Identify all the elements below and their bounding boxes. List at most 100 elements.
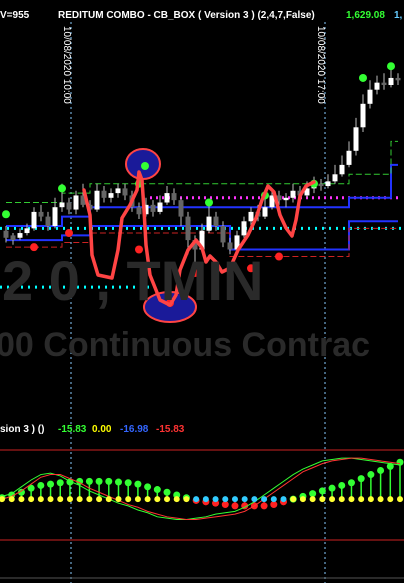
- candle-body: [101, 190, 107, 198]
- zero-line-dot: [329, 496, 336, 503]
- zero-line-dot: [47, 496, 54, 503]
- candle-body: [325, 181, 331, 187]
- candle-body: [353, 127, 359, 151]
- zero-line-dot: [144, 496, 151, 503]
- zero-line-dot: [261, 496, 268, 503]
- candle-body: [143, 204, 149, 215]
- candle-body: [136, 207, 142, 215]
- zero-line-dot: [338, 496, 345, 503]
- zero-line-dot: [193, 496, 200, 503]
- oscillator-dot: [357, 475, 365, 483]
- zero-line-dot: [387, 496, 394, 503]
- oscillator-dot: [163, 488, 171, 496]
- indicator-value-1: -15.83: [58, 424, 87, 435]
- oscillator-dot: [386, 462, 394, 470]
- oscillator-dot: [105, 477, 113, 485]
- candle-body: [17, 233, 23, 238]
- zero-line-dot: [66, 496, 73, 503]
- zero-line-dot: [96, 496, 103, 503]
- candle-body: [192, 240, 198, 250]
- candle-body: [220, 226, 226, 243]
- oscillator-dot: [396, 458, 404, 466]
- zero-line-dot: [37, 496, 44, 503]
- candle-body: [171, 193, 177, 201]
- zero-line-dot: [28, 496, 35, 503]
- candle-body: [199, 230, 205, 250]
- candle-body: [213, 216, 219, 226]
- candle-body: [262, 207, 268, 217]
- candle-body: [87, 204, 93, 210]
- swing-low-dot: [135, 245, 143, 254]
- zero-line-dot: [319, 496, 326, 503]
- candle-body: [360, 103, 366, 128]
- watermark-line-2: 00 Continuous Contrac: [0, 326, 371, 364]
- swing-low-dot: [30, 243, 38, 252]
- oscillator-dot: [114, 478, 122, 486]
- indicator-name: sion 3 ) (): [0, 424, 45, 435]
- oscillator-dot: [37, 481, 45, 489]
- candle-body: [24, 228, 30, 234]
- candle-body: [3, 230, 9, 238]
- candle-body: [38, 211, 44, 217]
- oscillator-dot: [318, 487, 326, 495]
- last-value-2: 1,: [394, 10, 403, 21]
- oscillator-dot: [144, 483, 152, 491]
- oscillator-dot: [270, 501, 278, 509]
- oscillator-dot: [153, 486, 161, 494]
- hand-drawn-annotation: [82, 170, 316, 307]
- candle-body: [206, 216, 212, 231]
- candle-body: [115, 188, 121, 194]
- swing-high-dot: [2, 210, 10, 219]
- oscillator-dot: [85, 477, 93, 485]
- zero-line-dot: [241, 496, 248, 503]
- candle-body: [367, 89, 373, 104]
- candle-body: [157, 202, 163, 212]
- zero-line-dot: [397, 496, 403, 503]
- volume-label: V=955: [0, 10, 30, 21]
- time-marker-label-1: 10/08/2020 10:00: [61, 26, 72, 104]
- last-value: 1,629.08: [346, 10, 385, 21]
- time-marker-label-2: 10/08/2020 17:00: [315, 26, 326, 104]
- swing-high-dot: [58, 184, 66, 193]
- green-dashed-band: [6, 140, 398, 203]
- candle-body: [108, 193, 114, 198]
- candle-body: [59, 202, 65, 208]
- candle-body: [318, 183, 324, 187]
- zero-line-dot: [115, 496, 122, 503]
- indicator-value-2: 0.00: [92, 424, 112, 435]
- oscillator-dot: [347, 479, 355, 487]
- candle-body: [45, 216, 51, 226]
- oscillator-dot: [338, 481, 346, 489]
- oscillator-dot: [47, 480, 55, 488]
- zero-line-dot: [164, 496, 171, 503]
- candle-body: [241, 221, 247, 236]
- zero-line-dot: [358, 496, 365, 503]
- candle-body: [381, 82, 387, 85]
- indicator-value-4: -15.83: [156, 424, 185, 435]
- swing-low-dot: [247, 264, 255, 273]
- candle-body: [332, 174, 338, 182]
- candle-body: [283, 197, 289, 201]
- zero-line-dot: [309, 496, 316, 503]
- zero-line-dot: [348, 496, 355, 503]
- candle-body: [122, 188, 128, 196]
- candle-body: [178, 200, 184, 217]
- oscillator-dot: [76, 477, 84, 485]
- candle-body: [164, 193, 170, 203]
- swing-low-dot: [65, 229, 73, 238]
- oscillator-dot: [328, 484, 336, 492]
- oscillator-dot: [309, 490, 317, 498]
- candle-body: [388, 77, 394, 85]
- swing-high-dot: [359, 73, 367, 82]
- swing-low-dot: [275, 252, 283, 261]
- zero-line-dot: [212, 496, 219, 503]
- zero-line-dot: [231, 496, 238, 503]
- candle-body: [339, 164, 345, 175]
- study-title: REDITUM COMBO - CB_BOX ( Version 3 ) (2,…: [58, 10, 315, 21]
- zero-line-dot: [0, 496, 5, 503]
- zero-line-dot: [173, 496, 180, 503]
- candle-body: [276, 195, 282, 201]
- candle-body: [395, 77, 401, 81]
